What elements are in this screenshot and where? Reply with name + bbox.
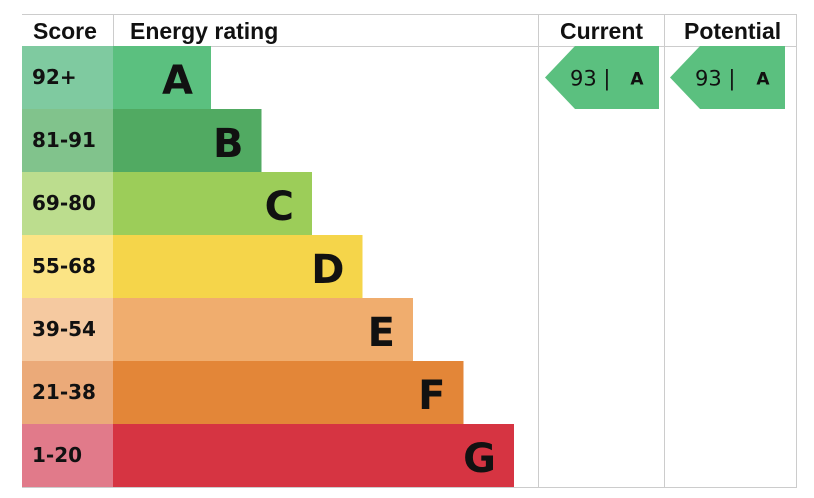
- potential-header: Potential: [684, 18, 781, 44]
- band-letter-a: A: [162, 58, 193, 104]
- score-cell-b: [22, 109, 113, 172]
- band-score-e: 39-54: [32, 317, 96, 341]
- band-score-f: 21-38: [32, 380, 96, 404]
- band-bar-d: [113, 235, 363, 298]
- band-score-b: 81-91: [32, 128, 96, 152]
- band-letter-d: D: [311, 247, 344, 293]
- potential-letter: A: [756, 70, 770, 90]
- band-score-g: 1-20: [32, 443, 82, 467]
- current-header: Current: [560, 18, 643, 44]
- band-bar-b: [113, 109, 262, 172]
- score-header: Score: [33, 18, 97, 44]
- band-bar-c: [113, 172, 312, 235]
- band-letter-c: C: [265, 184, 294, 230]
- score-cell-g: [22, 424, 113, 487]
- current-arrow: [545, 46, 659, 109]
- score-cell-a: [22, 46, 113, 109]
- band-bar-f: [113, 361, 464, 424]
- band-letter-e: E: [368, 310, 395, 356]
- potential-arrow: [670, 46, 785, 109]
- band-score-c: 69-80: [32, 191, 96, 215]
- band-letter-g: G: [463, 436, 496, 482]
- rating-indicators: 93 | A 93 | A: [545, 46, 785, 109]
- band-score-a: 92+: [32, 65, 77, 89]
- score-cell-c: [22, 172, 113, 235]
- rating-bands: 92+ A 81-91 B 69-80 C 55-68 D 39-54 E 21-38 F 1-20 G: [22, 46, 514, 487]
- band-letter-b: B: [213, 121, 244, 167]
- band-letter-f: F: [418, 373, 445, 419]
- energy-rating-header: Energy rating: [130, 18, 278, 44]
- current-value: 93 |: [570, 67, 610, 92]
- score-cell-f: [22, 361, 113, 424]
- score-cell-e: [22, 298, 113, 361]
- band-bar-g: [113, 424, 514, 487]
- band-score-d: 55-68: [32, 254, 96, 278]
- score-cell-d: [22, 235, 113, 298]
- band-bar-a: [113, 46, 211, 109]
- potential-value: 93 |: [695, 67, 735, 92]
- current-letter: A: [630, 70, 644, 90]
- band-bar-e: [113, 298, 413, 361]
